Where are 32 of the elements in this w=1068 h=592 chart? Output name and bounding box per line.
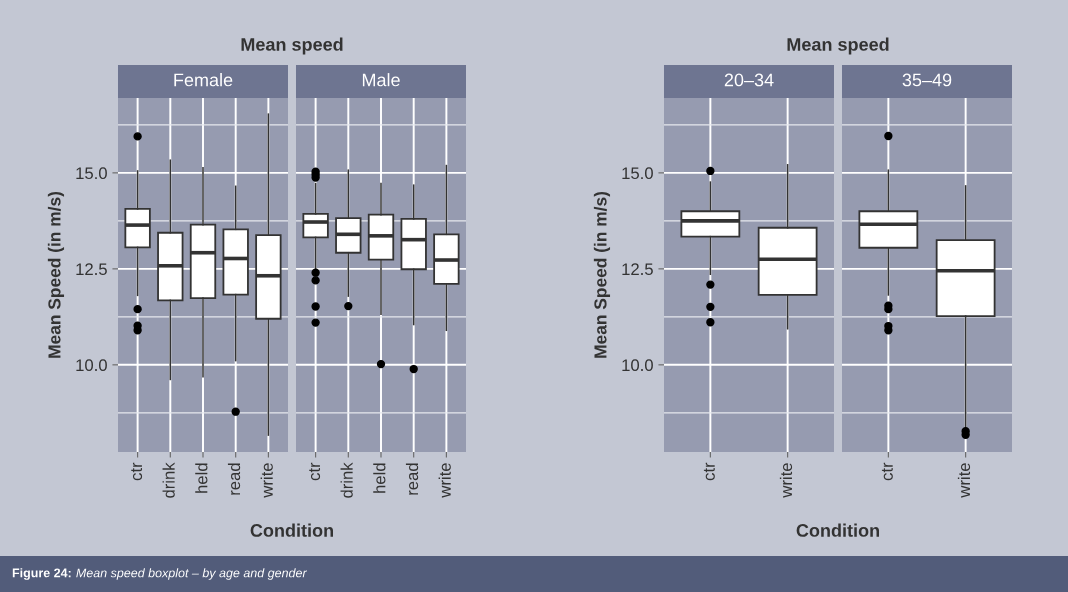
y-tick-label: 12.5 <box>622 263 653 276</box>
x-tick-label: read <box>227 463 241 495</box>
x-tick-label: write <box>438 463 451 498</box>
chart-subtitle: 20–34 <box>724 73 774 87</box>
x-tick-label: ctr <box>703 462 715 481</box>
y-tick-label: 15.0 <box>76 167 107 180</box>
x-tick-label: read <box>405 463 419 495</box>
chart-title: Mean speed <box>787 37 889 55</box>
x-tick-label: write <box>260 463 273 498</box>
x-tick-label: drink <box>340 462 353 498</box>
y-tick-label: 10.0 <box>622 359 653 372</box>
caption: Figure 24: <box>12 568 71 580</box>
x-tick-label: drink <box>162 462 175 498</box>
chart-subtitle: Female <box>174 73 233 87</box>
x-tick-label: write <box>779 463 793 498</box>
x-tick-label: ctr <box>881 462 893 481</box>
text: Mean speed boxplot – by age and gender <box>76 568 308 580</box>
chart-subtitle: Male <box>362 73 400 87</box>
x-tick-label: held <box>373 463 386 493</box>
x-tick-label: write <box>957 463 971 498</box>
chart-title: Mean speed <box>241 37 343 55</box>
y-axis-title: Mean Speed (in m/s) <box>47 191 65 358</box>
x-tick-label: ctr <box>131 462 143 481</box>
x-tick-label: held <box>195 463 208 493</box>
x-axis-title: Condition <box>796 523 879 537</box>
y-tick-label: 12.5 <box>76 263 107 276</box>
y-axis-title: Mean Speed (in m/s) <box>593 191 611 358</box>
y-tick-label: 10.0 <box>76 359 107 372</box>
x-axis-title: Condition <box>250 523 333 537</box>
x-tick-label: ctr <box>309 462 321 481</box>
chart-subtitle: 35–49 <box>902 73 952 87</box>
y-tick-label: 15.0 <box>622 167 653 180</box>
